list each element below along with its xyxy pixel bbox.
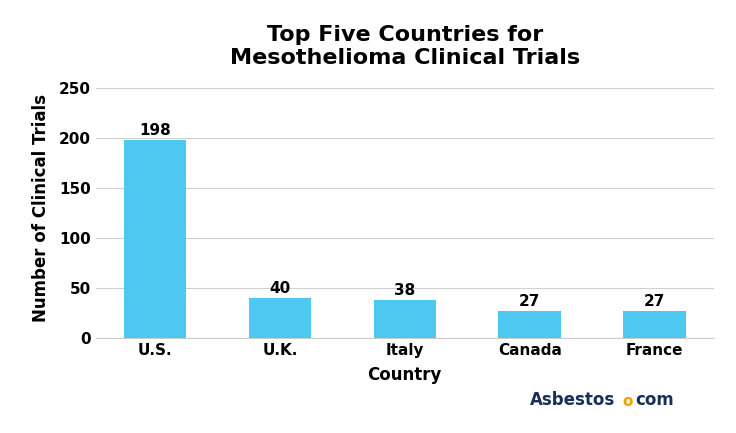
Y-axis label: Number of Clinical Trials: Number of Clinical Trials	[32, 94, 51, 322]
Title: Top Five Countries for
Mesothelioma Clinical Trials: Top Five Countries for Mesothelioma Clin…	[230, 25, 580, 68]
Text: 38: 38	[394, 283, 415, 298]
Text: Asbestos: Asbestos	[530, 391, 615, 409]
Bar	[374, 300, 436, 338]
Bar	[623, 311, 686, 338]
Bar	[498, 311, 561, 338]
Text: 27: 27	[644, 294, 665, 309]
Bar	[124, 140, 186, 338]
Text: 27: 27	[519, 294, 540, 309]
Bar	[249, 298, 311, 338]
Text: 40: 40	[269, 281, 291, 296]
Text: com: com	[635, 391, 674, 409]
X-axis label: Country: Country	[367, 366, 442, 384]
Text: 198: 198	[139, 123, 171, 138]
Text: o: o	[622, 394, 632, 409]
